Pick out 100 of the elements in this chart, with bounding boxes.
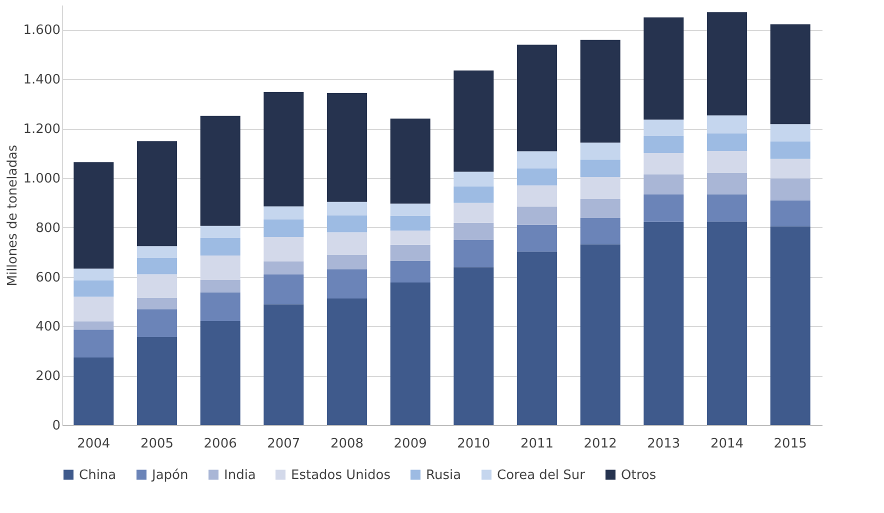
x-tick-label: 2007 [267,436,300,452]
x-tick-label: 2008 [330,436,364,452]
bar [74,330,114,358]
bar [517,224,557,252]
x-tick-label: 2014 [710,436,744,452]
bar [644,174,684,194]
bar [707,222,747,425]
y-tick-label: 1.600 [23,23,60,38]
bar [644,194,684,222]
bar [327,232,367,255]
legend-label: Corea del Sur [497,468,586,483]
x-tick-label: 2004 [77,436,110,452]
bar [200,280,240,292]
x-tick-label: 2010 [457,436,490,452]
y-tick-label: 1.000 [23,171,60,186]
bar [517,168,557,186]
bar [200,116,240,226]
bar [74,280,114,297]
bar [137,246,177,258]
bar [390,118,430,204]
x-tick-label: 2012 [584,436,617,452]
legend-label: Japón [151,468,188,483]
bar [137,274,177,298]
bar [707,12,747,116]
bar [390,282,430,425]
bar [74,162,114,269]
bar [74,296,114,322]
bar [644,222,684,425]
bar [707,115,747,134]
bar [264,236,304,262]
bar [644,120,684,136]
y-tick-label: 400 [36,320,60,335]
x-tick-label: 2005 [140,436,174,452]
bar [770,178,810,200]
y-tick-label: 200 [36,369,60,384]
bar [454,70,494,172]
bar [264,274,304,304]
bar [644,17,684,120]
bar [580,142,620,160]
bar [580,176,620,199]
bar [390,230,430,245]
bar [517,206,557,225]
bar [517,44,557,152]
y-tick-label: 800 [36,220,60,236]
bar [74,358,114,425]
bar [517,185,557,207]
bar [390,260,430,282]
bar [770,141,810,159]
bar [137,337,177,425]
bar [327,92,367,202]
x-tick-label: 2013 [647,436,680,452]
bar [644,152,684,174]
x-tick-label: 2006 [204,436,237,452]
bar [707,133,747,152]
bar [707,172,747,194]
legend-label: Estados Unidos [291,468,391,483]
bar [137,309,177,338]
bar [137,258,177,274]
bar [264,92,304,206]
bar [390,216,430,231]
bar [200,226,240,238]
y-tick-label: 600 [36,270,60,286]
bar [454,240,494,268]
bar [327,254,367,270]
legend-label: Otros [621,468,656,483]
bar [707,151,747,173]
bar [74,321,114,330]
bar [580,198,620,218]
legend-label: China [79,468,116,483]
bar [264,219,304,237]
bar [200,238,240,256]
bar [74,268,114,280]
bar [580,244,620,425]
bar [137,298,177,310]
bar [770,24,810,124]
bar [454,186,494,203]
bar [580,160,620,177]
bar [454,267,494,425]
bar [454,202,494,223]
bar [707,194,747,222]
bar [200,320,240,425]
bar [264,261,304,275]
bar [580,218,620,244]
x-tick-label: 2011 [520,436,554,452]
legend-label: Rusia [426,468,462,483]
y-axis-title: Millones de toneladas [5,144,20,286]
bar [200,292,240,321]
y-tick-label: 1.200 [23,122,60,138]
bar [327,215,367,232]
x-tick-label: 2015 [774,436,807,452]
bar [517,252,557,425]
bar [770,226,810,425]
bar [770,124,810,142]
bar [264,206,304,220]
bar [327,298,367,425]
bar [137,141,177,246]
x-tick-label: 2009 [394,436,427,452]
bar [327,202,367,216]
bar [770,158,810,178]
bar [200,256,240,280]
